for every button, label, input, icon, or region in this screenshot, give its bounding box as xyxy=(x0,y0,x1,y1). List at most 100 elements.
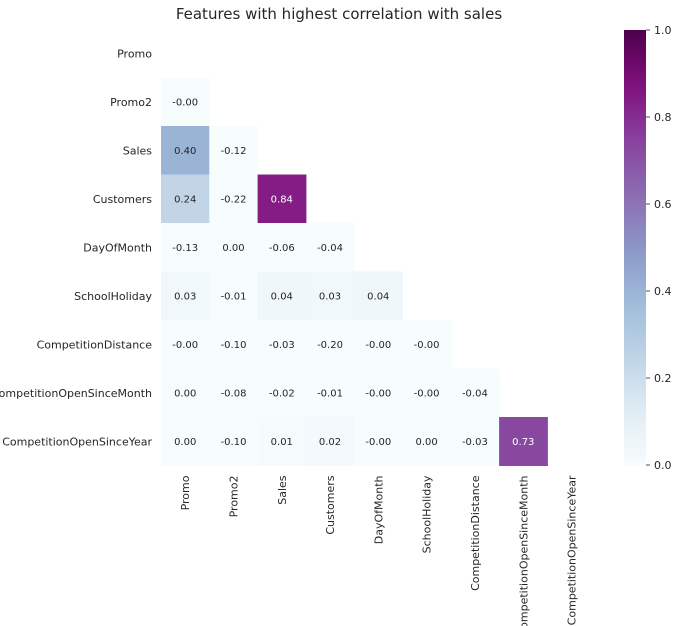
heatmap-cell-value: -0.22 xyxy=(221,194,247,205)
y-axis-tick-label: Promo xyxy=(117,47,152,60)
colorbar-gradient xyxy=(624,30,646,465)
y-axis-tick-label: Sales xyxy=(123,144,153,157)
heatmap-cell xyxy=(305,271,355,321)
x-axis-tick-labels: Promo Promo2 Sales Customers DayOfMonth Schoo… xyxy=(179,475,578,626)
heatmap-cell xyxy=(499,417,548,466)
heatmap-cell xyxy=(209,271,259,321)
heatmap-cell xyxy=(257,271,307,321)
heatmap-cell xyxy=(354,320,403,369)
heatmap-cell-value: -0.01 xyxy=(317,388,343,399)
heatmap-cell xyxy=(209,174,259,224)
heatmap-cell-value: 0.00 xyxy=(222,243,244,254)
heatmap-cell-value: -0.00 xyxy=(414,340,440,351)
x-axis-tick-label: DayOfMonth xyxy=(372,475,385,544)
heatmap-cell xyxy=(257,417,307,466)
heatmap-cell xyxy=(257,223,307,272)
heatmap-cell xyxy=(305,368,355,418)
heatmap-cell xyxy=(209,417,259,466)
heatmap-cell-value: -0.00 xyxy=(172,340,198,351)
colorbar-tick-label: 0.4 xyxy=(654,285,672,298)
heatmap-cell-value: 0.00 xyxy=(174,388,196,399)
heatmap-cell xyxy=(450,417,500,466)
heatmap-cell-value: 0.01 xyxy=(271,437,293,448)
x-axis-tick-label: Promo xyxy=(179,475,192,510)
heatmap-cell-value: -0.10 xyxy=(221,340,247,351)
heatmap-cell-value: -0.01 xyxy=(221,291,247,302)
heatmap-cell xyxy=(257,368,307,418)
heatmap-cell xyxy=(354,271,403,321)
heatmap-cell-value: 0.04 xyxy=(271,291,293,302)
colorbar-tick-label: 0.2 xyxy=(654,372,672,385)
heatmap-cell xyxy=(402,368,452,418)
heatmap-cell-value: -0.00 xyxy=(365,340,391,351)
heatmap-cell xyxy=(402,417,452,466)
heatmap-cell xyxy=(209,126,259,175)
heatmap-cell-value: 0.03 xyxy=(174,291,196,302)
heatmap-cell-value: 0.00 xyxy=(415,437,437,448)
heatmap-cell xyxy=(402,320,452,369)
heatmap-cell xyxy=(209,223,259,272)
heatmap-cell-value: -0.10 xyxy=(221,437,247,448)
heatmap-cell xyxy=(257,174,307,224)
y-axis-tick-label: Promo2 xyxy=(110,96,152,109)
heatmap-cell-value: -0.00 xyxy=(172,97,198,108)
heatmap-cell xyxy=(305,320,355,369)
x-axis-tick-label: SchoolHoliday xyxy=(421,475,434,553)
heatmap-cell-value: 0.04 xyxy=(367,291,389,302)
heatmap-cell-value: 0.84 xyxy=(271,194,293,205)
heatmap-cell-value: -0.03 xyxy=(269,340,295,351)
heatmap-cell xyxy=(161,417,210,466)
colorbar-tick-label: 1.0 xyxy=(654,24,672,37)
heatmap-cell-value: -0.20 xyxy=(317,340,343,351)
heatmap-cell xyxy=(450,368,500,418)
heatmap-cell xyxy=(305,223,355,272)
heatmap-cell-value: -0.03 xyxy=(462,437,488,448)
heatmap-cell-value: -0.00 xyxy=(365,437,391,448)
colorbar: 0.0 0.2 0.4 0.6 0.8 1.0 xyxy=(624,24,672,472)
heatmap-cell-value: -0.04 xyxy=(317,243,343,254)
x-axis-tick-label: Promo2 xyxy=(228,476,241,518)
heatmap-cell xyxy=(161,320,210,369)
heatmap-cell xyxy=(354,417,403,466)
heatmap-cell-value: -0.00 xyxy=(414,388,440,399)
y-axis-tick-label: Customers xyxy=(93,193,152,206)
heatmap-cell xyxy=(209,320,259,369)
heatmap-cell xyxy=(305,417,355,466)
heatmap-cell xyxy=(161,368,210,418)
colorbar-tick-label: 0.6 xyxy=(654,198,672,211)
heatmap-cell-value: -0.04 xyxy=(462,388,488,399)
heatmap-cell xyxy=(209,368,259,418)
heatmap-cells: -0.00 0.40 -0.12 0.24 -0.22 0.84 -0.13 0.00 -0.0… xyxy=(161,77,548,466)
y-axis-tick-label: DayOfMonth xyxy=(83,241,152,254)
y-axis-tick-label: CompetitionOpenSinceMonth xyxy=(0,387,152,400)
heatmap-cell-value: 0.02 xyxy=(319,437,341,448)
heatmap-cell-value: -0.02 xyxy=(269,388,295,399)
heatmap-cell-value: 0.00 xyxy=(174,437,196,448)
colorbar-tick-label: 0.8 xyxy=(654,111,672,124)
y-axis-tick-labels: Promo Promo2 Sales Customers DayOfMonth Schoo… xyxy=(0,47,152,448)
heatmap-cell-value: -0.13 xyxy=(172,243,198,254)
chart-title: Features with highest correlation with s… xyxy=(176,5,503,23)
heatmap-cell xyxy=(161,126,210,175)
heatmap-cell-value: 0.73 xyxy=(512,437,534,448)
heatmap-cell-value: -0.12 xyxy=(221,146,247,157)
y-axis-tick-label: CompetitionOpenSinceYear xyxy=(2,435,152,448)
x-axis-tick-label: CompetitionOpenSinceMonth xyxy=(517,475,530,626)
colorbar-tick-label: 0.0 xyxy=(654,459,672,472)
heatmap-cell xyxy=(354,368,403,418)
heatmap-cell xyxy=(257,320,307,369)
heatmap-cell-value: 0.03 xyxy=(319,291,341,302)
heatmap-cell-value: -0.00 xyxy=(365,388,391,399)
heatmap-cell xyxy=(161,271,210,321)
y-axis-tick-label: CompetitionDistance xyxy=(37,338,153,351)
x-axis-tick-label: Sales xyxy=(276,475,289,505)
y-axis-tick-label: SchoolHoliday xyxy=(74,290,152,303)
heatmap-cell xyxy=(161,77,210,127)
heatmap-cell xyxy=(161,174,210,224)
x-axis-tick-label: CompetitionDistance xyxy=(469,475,482,591)
x-axis-tick-label: Customers xyxy=(324,475,337,534)
heatmap-cell-value: 0.24 xyxy=(174,194,196,205)
heatmap-cell-value: -0.06 xyxy=(269,243,295,254)
heatmap-cell-value: -0.08 xyxy=(221,388,247,399)
